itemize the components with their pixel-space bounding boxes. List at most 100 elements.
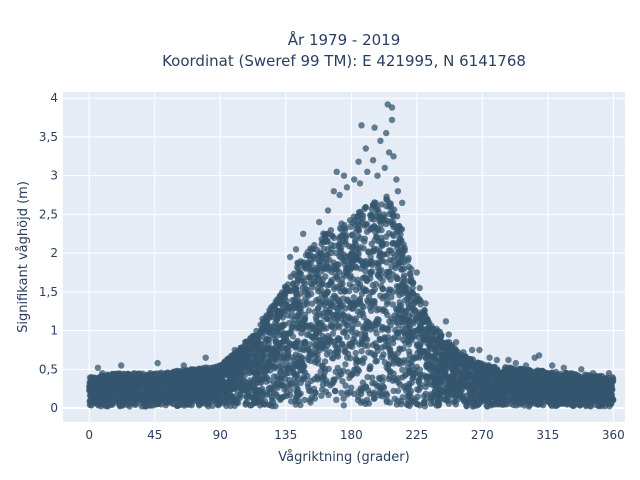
scatter-point	[442, 374, 450, 381]
scatter-point	[323, 261, 330, 268]
scatter-point	[355, 213, 362, 220]
scatter-point	[259, 321, 267, 328]
scatter-point	[125, 387, 133, 395]
scatter-point	[363, 228, 371, 235]
scatter-point	[392, 376, 400, 384]
scatter-point	[379, 377, 386, 384]
scatter-point	[320, 245, 327, 253]
scatter-point	[331, 350, 338, 357]
scatter-point	[286, 330, 293, 337]
scatter-point	[298, 362, 305, 369]
scatter-point	[301, 375, 308, 382]
scatter-point	[563, 391, 570, 399]
scatter-point	[360, 398, 367, 405]
scatter-point	[297, 270, 304, 277]
scatter-point	[305, 345, 312, 353]
scatter-point	[362, 203, 369, 211]
scatter-point	[352, 315, 360, 322]
scatter-point	[356, 331, 364, 338]
scatter-point	[365, 387, 372, 394]
scatter-point	[416, 366, 424, 373]
scatter-point	[283, 284, 290, 292]
scatter-point	[330, 234, 338, 242]
scatter-point	[314, 267, 321, 274]
scatter-point	[405, 356, 412, 363]
scatter-point	[316, 336, 324, 344]
scatter-point	[287, 386, 294, 394]
scatter-point	[378, 201, 385, 208]
scatter-point	[363, 277, 371, 285]
scatter-point	[237, 344, 245, 352]
scatter-point	[271, 332, 278, 339]
scatter-point	[418, 319, 426, 327]
scatter-point	[609, 396, 616, 403]
scatter-point	[406, 369, 414, 376]
scatter-point	[337, 288, 344, 295]
scatter-point	[321, 290, 328, 298]
scatter-point	[342, 238, 349, 245]
scatter-point	[370, 391, 377, 398]
scatter-point	[360, 303, 367, 311]
scatter-point	[408, 399, 415, 406]
scatter-point	[273, 316, 281, 323]
scatter-point	[287, 304, 294, 312]
scatter-point	[411, 298, 418, 306]
scatter-point	[394, 254, 402, 262]
scatter-point	[352, 349, 359, 357]
scatter-point	[401, 372, 408, 379]
scatter-point	[98, 380, 106, 387]
scatter-point	[294, 375, 302, 383]
scatter-point	[366, 365, 374, 372]
scatter-point	[539, 375, 547, 383]
scatter-point	[325, 309, 332, 316]
scatter-point	[386, 318, 393, 325]
scatter-point	[269, 358, 276, 365]
scatter-point	[346, 374, 353, 382]
scatter-point	[348, 384, 355, 391]
scatter-point	[373, 203, 380, 210]
scatter-point	[188, 397, 195, 404]
scatter-point	[253, 327, 260, 335]
scatter-point	[314, 360, 322, 367]
scatter-point	[386, 268, 393, 276]
scatter-point	[371, 299, 378, 306]
scatter-point	[307, 260, 315, 267]
scatter-point	[367, 326, 374, 333]
scatter-point	[252, 399, 259, 406]
scatter-point	[250, 394, 257, 401]
scatter-point	[333, 273, 341, 280]
scatter-point	[386, 373, 393, 380]
scatter-point	[365, 349, 372, 356]
scatter-point	[396, 248, 403, 255]
scatter-point	[417, 384, 424, 391]
scatter-point	[389, 335, 397, 343]
scatter-point	[542, 392, 549, 399]
scatter-point	[395, 357, 402, 365]
scatter-point	[393, 329, 401, 336]
scatter-point	[258, 356, 265, 363]
scatter-point	[596, 402, 603, 409]
scatter-point	[304, 248, 311, 256]
scatter-point	[340, 271, 347, 278]
scatter-point	[214, 401, 222, 408]
scatter-point	[358, 336, 365, 344]
scatter-point	[346, 287, 353, 295]
scatter-point	[349, 231, 356, 238]
scatter-point	[327, 302, 334, 309]
scatter-point	[453, 358, 460, 365]
scatter-point	[501, 377, 508, 384]
scatter-point	[152, 401, 160, 408]
scatter-point	[362, 267, 369, 275]
scatter-point	[385, 361, 392, 368]
scatter-point	[305, 274, 312, 281]
scatter-point	[449, 375, 456, 382]
scatter-point	[279, 381, 286, 389]
scatter-point	[424, 359, 431, 367]
scatter-point	[289, 354, 297, 361]
scatter-point	[408, 394, 415, 401]
scatter-point	[473, 402, 480, 409]
scatter-point	[471, 397, 478, 404]
scatter-point	[609, 377, 617, 384]
scatter-point	[301, 396, 308, 404]
scatter-point	[379, 277, 386, 284]
